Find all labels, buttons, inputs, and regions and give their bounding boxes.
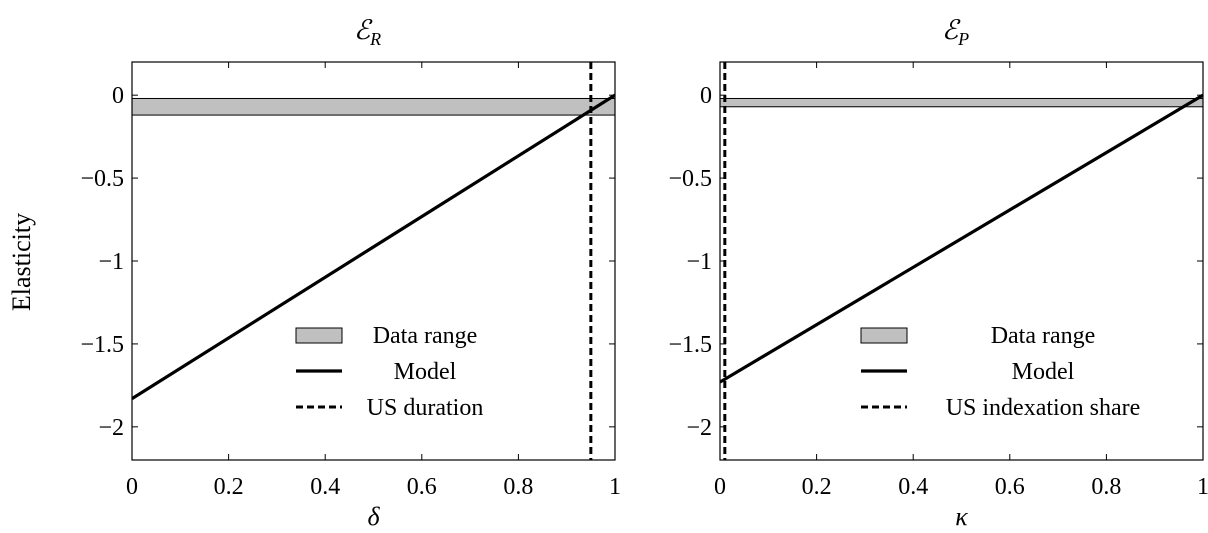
legend-swatch-band-p [860, 327, 908, 344]
legend-label-p: Data range [991, 323, 1096, 349]
x-axis-label-r: δ [367, 502, 380, 531]
y-tick-label-p: −0.5 [668, 166, 712, 192]
x-tick-label-r: 0.4 [310, 474, 340, 500]
y-tick-label-r: −0.5 [80, 166, 124, 192]
x-axis-label-p: κ [955, 502, 968, 531]
y-tick-label-p: −1.5 [668, 332, 712, 358]
data-range-band-r [132, 97, 615, 116]
x-tick-label-r: 0 [126, 474, 138, 500]
plot-area-r [132, 62, 615, 460]
y-tick-label-r: 0 [112, 83, 124, 109]
x-tick-label-p: 0.2 [802, 474, 832, 500]
chart-title-r: ℰR [354, 15, 381, 49]
y-tick-label-r: −2 [98, 415, 124, 441]
x-tick-label-r: 0.6 [407, 474, 437, 500]
x-tick-label-p: 0.6 [995, 474, 1025, 500]
y-tick-label-p: 0 [700, 83, 712, 109]
legend-p: Data range Model US indexation share [860, 323, 1141, 421]
y-tick-label-p: −2 [686, 415, 712, 441]
legend-label-p: US indexation share [946, 395, 1141, 421]
chart-title-subscript-p: P [957, 29, 969, 49]
panel-elasticity-r: 0 0.2 0.4 0.6 0.8 1 0 −0.5 −1 −1.5 −2 ℰR δ Data range… [80, 15, 621, 531]
legend-label-r: Data range [373, 323, 478, 349]
model-line-r [132, 93, 615, 400]
x-tick-label-r: 0.8 [503, 474, 533, 500]
model-line-p [720, 93, 1203, 384]
y-tick-label-r: −1.5 [80, 332, 124, 358]
y-tick-label-r: −1 [98, 249, 124, 275]
legend-r: Data range Model US duration [295, 323, 484, 421]
x-tick-label-p: 0.8 [1091, 474, 1121, 500]
data-range-band-p [720, 97, 1203, 108]
x-tick-label-p: 0.4 [898, 474, 928, 500]
chart-title-p: ℰP [942, 15, 969, 49]
panel-elasticity-p: 0 0.2 0.4 0.6 0.8 1 0 −0.5 −1 −1.5 −2 ℰP κ Data range… [668, 15, 1208, 531]
figure-ylabel: Elasticity [7, 213, 36, 311]
legend-swatch-band-r [295, 327, 343, 344]
x-tick-label-p: 1 [1197, 474, 1208, 500]
legend-label-r: US duration [367, 395, 484, 421]
legend-label-r: Model [394, 359, 457, 385]
x-tick-label-r: 1 [609, 474, 621, 500]
x-tick-label-r: 0.2 [214, 474, 244, 500]
y-tick-label-p: −1 [686, 249, 712, 275]
chart-title-subscript-r: R [369, 29, 381, 49]
legend-label-p: Model [1012, 359, 1075, 385]
x-tick-label-p: 0 [714, 474, 726, 500]
